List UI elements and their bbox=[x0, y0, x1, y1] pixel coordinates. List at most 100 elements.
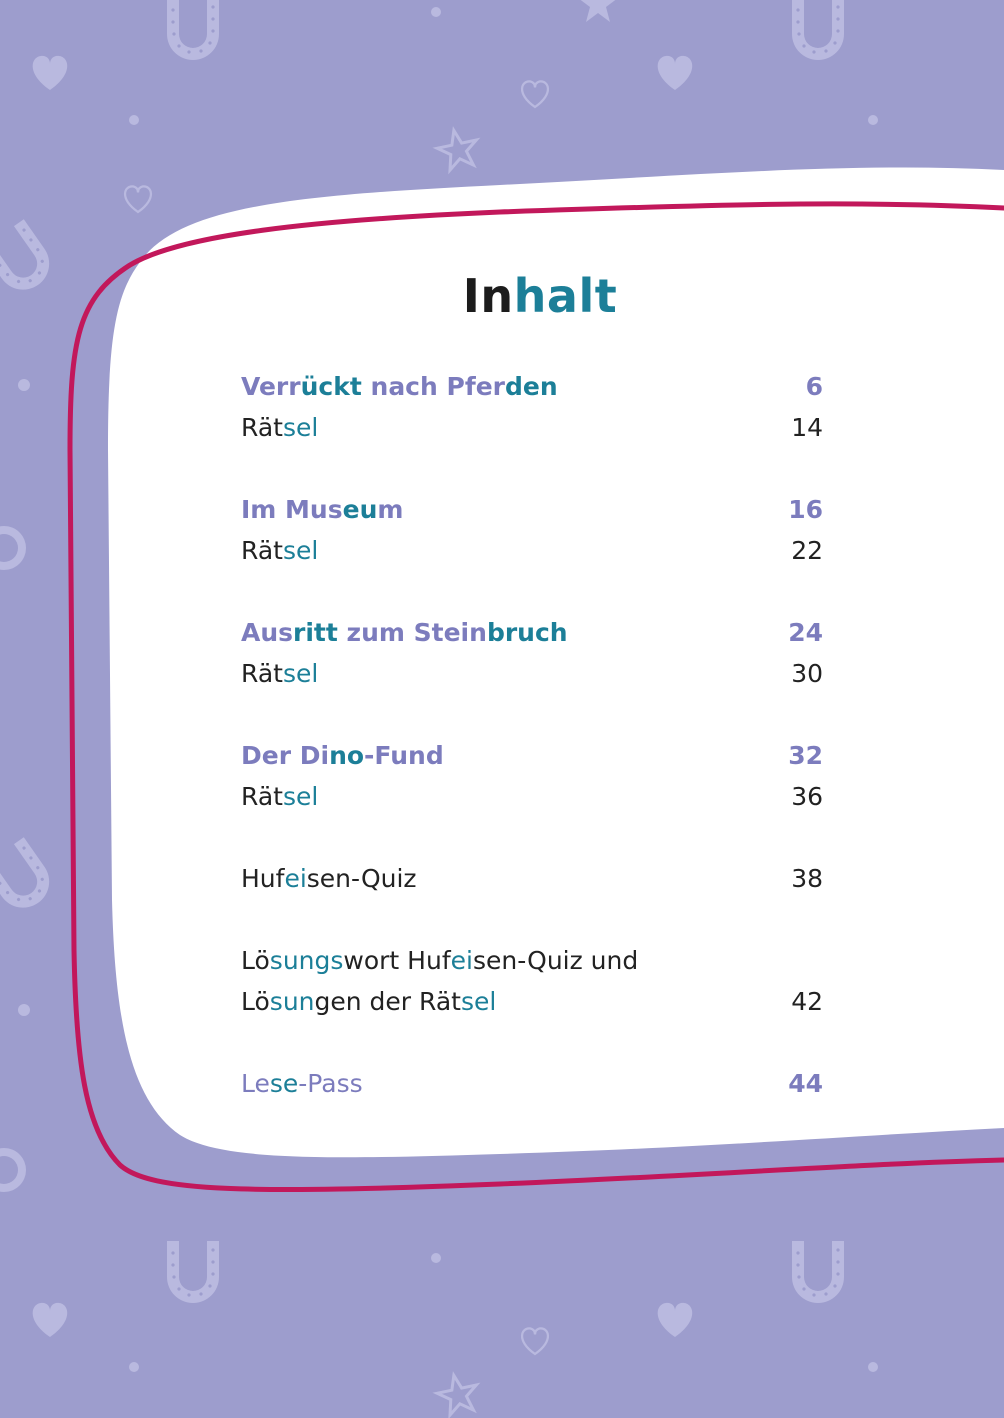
highlighted-syllable: halt bbox=[513, 269, 618, 323]
text-segment: -Fund bbox=[364, 741, 444, 770]
toc-entry-title: Ausritt zum Steinbruch bbox=[241, 612, 568, 653]
toc-entry-title: Rätsel bbox=[241, 776, 318, 817]
toc-entry[interactable]: Hufeisen-Quiz 38 bbox=[241, 858, 823, 899]
toc-entry[interactable]: Rätsel 14 bbox=[241, 407, 823, 448]
text-segment: Rät bbox=[241, 782, 283, 811]
group-spacer bbox=[241, 899, 823, 940]
toc-entry-title: Rätsel bbox=[241, 530, 318, 571]
highlighted-syllable: ei bbox=[450, 946, 473, 975]
toc-line: Hufeisen-Quiz 38 bbox=[241, 858, 823, 899]
toc-line: Rätsel 14 bbox=[241, 407, 823, 448]
highlighted-syllable: sungs bbox=[269, 946, 344, 975]
horseshoe-icon bbox=[167, 1241, 219, 1303]
highlighted-syllable: ritt bbox=[293, 618, 338, 647]
text-segment: Der Di bbox=[241, 741, 330, 770]
toc-entry-title: Hufeisen-Quiz bbox=[241, 858, 417, 899]
text-segment: Im Mus bbox=[241, 495, 343, 524]
page-number: 14 bbox=[791, 413, 823, 442]
highlighted-syllable: ückt bbox=[300, 372, 362, 401]
heart-icon bbox=[657, 55, 693, 90]
toc-entry[interactable]: Lösungswort Hufeisen-Quiz und Lösungen de… bbox=[241, 940, 823, 1022]
highlighted-syllable: sun bbox=[269, 987, 315, 1016]
page-number: 24 bbox=[788, 618, 823, 647]
star-icon bbox=[432, 1369, 483, 1418]
page-number: 22 bbox=[791, 536, 823, 565]
text-segment: nach Pfer bbox=[361, 372, 505, 401]
toc-entry[interactable]: Der Dino-Fund 32 bbox=[241, 735, 823, 776]
highlighted-syllable: eu bbox=[342, 495, 378, 524]
text-segment: zum Stein bbox=[337, 618, 487, 647]
group-spacer bbox=[241, 571, 823, 612]
toc-entry[interactable]: Rätsel 36 bbox=[241, 776, 823, 817]
text-segment: Rät bbox=[241, 659, 283, 688]
toc-line: Verrückt nach Pferden 6 bbox=[241, 366, 823, 407]
text-segment: Rät bbox=[241, 413, 283, 442]
card-border bbox=[67, 201, 1004, 1193]
toc-line: Rätsel 30 bbox=[241, 653, 823, 694]
content-card bbox=[108, 167, 1004, 1158]
toc-entry-title: Lösungen der Rätsel bbox=[241, 981, 496, 1022]
page-title: Inhalt bbox=[0, 268, 1004, 324]
toc-entry-title: Rätsel bbox=[241, 653, 318, 694]
page-number: 36 bbox=[791, 782, 823, 811]
toc-entry[interactable]: Rätsel 30 bbox=[241, 653, 823, 694]
text-segment: Huf bbox=[241, 864, 285, 893]
text-segment: Lö bbox=[241, 987, 270, 1016]
toc-entry-title: Verrückt nach Pferden bbox=[241, 366, 558, 407]
heart-icon bbox=[657, 1302, 693, 1337]
highlighted-syllable: ei bbox=[284, 864, 307, 893]
horseshoe-icon bbox=[167, 0, 219, 60]
page-number: 42 bbox=[791, 987, 823, 1016]
dot-icon bbox=[18, 7, 878, 1372]
heart-icon bbox=[123, 185, 153, 214]
highlighted-syllable: sel bbox=[282, 413, 319, 442]
toc-entry-title: Der Dino-Fund bbox=[241, 735, 444, 776]
group-spacer bbox=[241, 1022, 823, 1063]
highlighted-syllable: no bbox=[329, 741, 365, 770]
horseshoe-icon bbox=[0, 837, 60, 918]
horseshoe-icon bbox=[792, 1241, 844, 1303]
text-segment: -Pass bbox=[298, 1069, 363, 1098]
toc-line: Rätsel 22 bbox=[241, 530, 823, 571]
table-of-contents: Verrückt nach Pferden 6 Rätsel 14 Im Museum 1… bbox=[241, 366, 823, 1104]
toc-line: Im Museum 16 bbox=[241, 489, 823, 530]
toc-entry[interactable]: Im Museum 16 bbox=[241, 489, 823, 530]
toc-entry-title: Im Museum bbox=[241, 489, 403, 530]
toc-entry-title: Lösungswort Hufeisen-Quiz und bbox=[241, 940, 638, 981]
heart-icon bbox=[520, 1327, 550, 1356]
sun-icon bbox=[0, 526, 26, 570]
page-number: 16 bbox=[788, 495, 823, 524]
heart-icon bbox=[32, 55, 68, 90]
star-icon bbox=[578, 0, 618, 22]
text-segment: Verr bbox=[241, 372, 301, 401]
highlighted-syllable: sel bbox=[282, 659, 319, 688]
text-segment: m bbox=[377, 495, 404, 524]
text-segment: sen-Quiz und bbox=[472, 946, 639, 975]
heart-icon bbox=[520, 80, 550, 109]
group-spacer bbox=[241, 694, 823, 735]
toc-line: Der Dino-Fund 32 bbox=[241, 735, 823, 776]
toc-entry[interactable]: Rätsel 22 bbox=[241, 530, 823, 571]
group-spacer bbox=[241, 817, 823, 858]
highlighted-syllable: se bbox=[269, 1069, 299, 1098]
horseshoe-icon bbox=[792, 0, 844, 60]
text-segment: Lö bbox=[241, 946, 270, 975]
text-segment: wort Huf bbox=[343, 946, 451, 975]
page-number: 32 bbox=[788, 741, 823, 770]
toc-entry-title: Rätsel bbox=[241, 407, 318, 448]
text-segment: sen-Quiz bbox=[306, 864, 417, 893]
highlighted-syllable: bruch bbox=[486, 618, 568, 647]
highlighted-syllable: sel bbox=[460, 987, 497, 1016]
toc-entry[interactable]: Ausritt zum Steinbruch 24 bbox=[241, 612, 823, 653]
toc-line: Lese-Pass 44 bbox=[241, 1063, 823, 1104]
page-number: 44 bbox=[788, 1069, 823, 1098]
highlighted-syllable: sel bbox=[282, 782, 319, 811]
text-segment: Le bbox=[241, 1069, 270, 1098]
toc-line: Ausritt zum Steinbruch 24 bbox=[241, 612, 823, 653]
toc-entry[interactable]: Verrückt nach Pferden 6 bbox=[241, 366, 823, 407]
text-segment: Rät bbox=[241, 536, 283, 565]
page-number: 38 bbox=[791, 864, 823, 893]
text-segment: In bbox=[462, 269, 514, 323]
toc-entry[interactable]: Lese-Pass 44 bbox=[241, 1063, 823, 1104]
